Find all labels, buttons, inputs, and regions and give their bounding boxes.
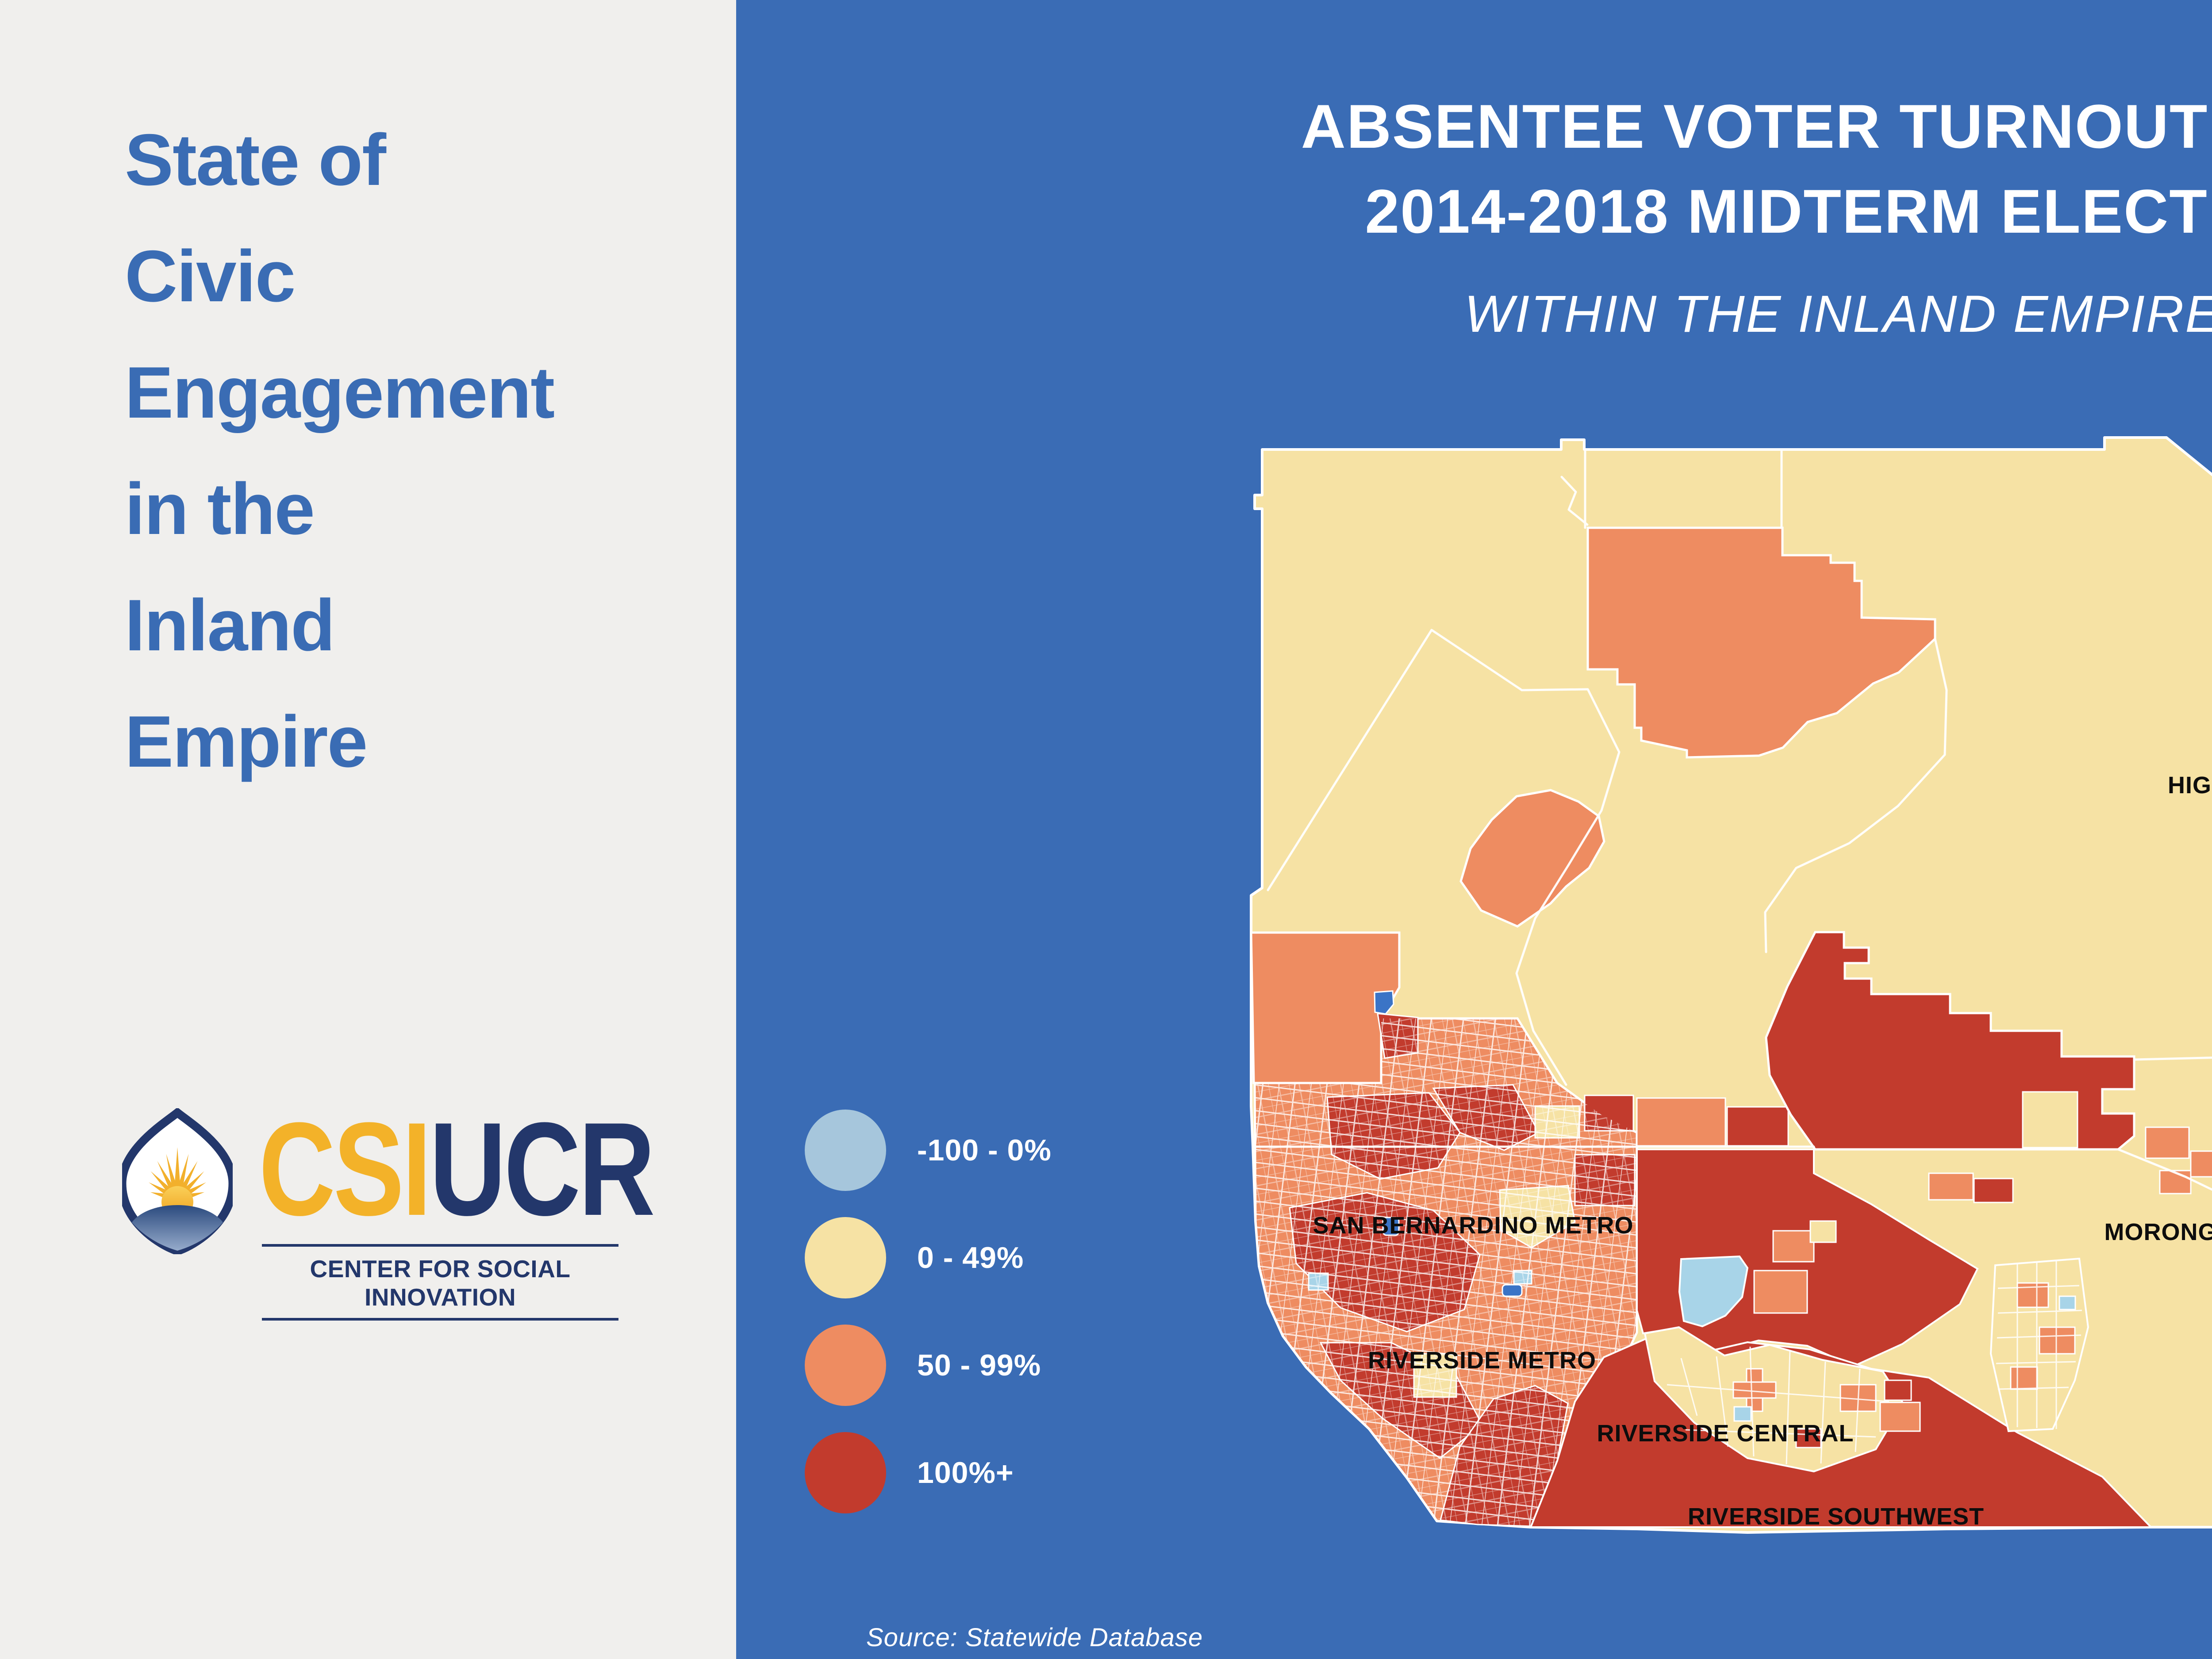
map-title-line1: ABSENTEE VOTER TURNOUT GAIN xyxy=(1301,92,2212,161)
logo-tagline: CENTER FOR SOCIAL INNOVATION xyxy=(262,1244,618,1321)
legend-row: 0 - 49% xyxy=(805,1217,1024,1298)
legend-swatch-low xyxy=(805,1217,886,1298)
report-title-line: Empire xyxy=(125,701,368,782)
legend-label: 100%+ xyxy=(917,1456,1014,1490)
legend-swatch-high xyxy=(805,1432,886,1513)
map-label-high-desert: HIGH DESERT xyxy=(2167,772,2212,799)
lake-small-1 xyxy=(1382,1217,1400,1236)
logo-wordmark: CSIUCR xyxy=(259,1102,655,1235)
region-victor-valley xyxy=(1586,526,1936,759)
lake-small-2 xyxy=(1502,1284,1523,1297)
report-title-line: Engagement xyxy=(125,352,555,433)
legend-row: -100 - 0% xyxy=(805,1110,1052,1191)
legend-row: 100%+ xyxy=(805,1432,1014,1513)
report-title-line: in the xyxy=(125,468,315,549)
map-label-riverside-metro: RIVERSIDE METRO xyxy=(1367,1347,1597,1374)
legend-swatch-negative xyxy=(805,1110,886,1191)
legend-swatch-mid xyxy=(805,1325,886,1406)
map-label-riverside-southwest: RIVERSIDE SOUTHWEST xyxy=(1687,1503,1985,1530)
lake-silverwood xyxy=(1374,990,1394,1015)
legend-row: 50 - 99% xyxy=(805,1325,1041,1406)
lake-big xyxy=(1678,1255,1749,1328)
region-orange-pocket xyxy=(1459,789,1605,928)
map-title-block: ABSENTEE VOTER TURNOUT GAIN 2014-2018 MI… xyxy=(736,84,2212,344)
logo-ucr: UCR xyxy=(429,1094,655,1243)
report-title-line: State of xyxy=(125,119,386,200)
report-title-line: Inland xyxy=(125,584,335,666)
legend-label: 0 - 49% xyxy=(917,1241,1024,1275)
district-boundaries xyxy=(1252,448,2212,1191)
sidebar: State of Civic Engagement in the Inland … xyxy=(0,0,736,1659)
logo-csi: CSI xyxy=(259,1094,431,1243)
source-note: Source: Statewide Database xyxy=(866,1623,1203,1652)
map-subtitle: WITHIN THE INLAND EMPIRE xyxy=(1464,285,2212,343)
sun-over-mountain-icon xyxy=(122,1108,233,1254)
map-label-morongo-basin: MORONGO BASIN xyxy=(2104,1219,2212,1245)
map-label-san-bernardino-metro: SAN BERNARDINO METRO xyxy=(1313,1212,1634,1239)
report-title: State of Civic Engagement in the Inland … xyxy=(125,102,555,800)
legend-label: 50 - 99% xyxy=(917,1348,1041,1382)
report-title-line: Civic xyxy=(125,235,296,317)
map-title-line2: 2014-2018 MIDTERM ELECTION xyxy=(1365,177,2212,246)
legend-label: -100 - 0% xyxy=(917,1133,1052,1167)
map-label-riverside-central: RIVERSIDE CENTRAL xyxy=(1597,1420,1854,1447)
